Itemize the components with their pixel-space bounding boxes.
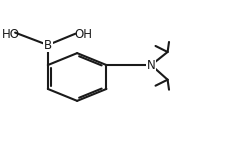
- Text: B: B: [44, 38, 52, 52]
- Text: OH: OH: [74, 28, 92, 41]
- Text: N: N: [146, 59, 155, 72]
- Text: HO: HO: [1, 28, 19, 41]
